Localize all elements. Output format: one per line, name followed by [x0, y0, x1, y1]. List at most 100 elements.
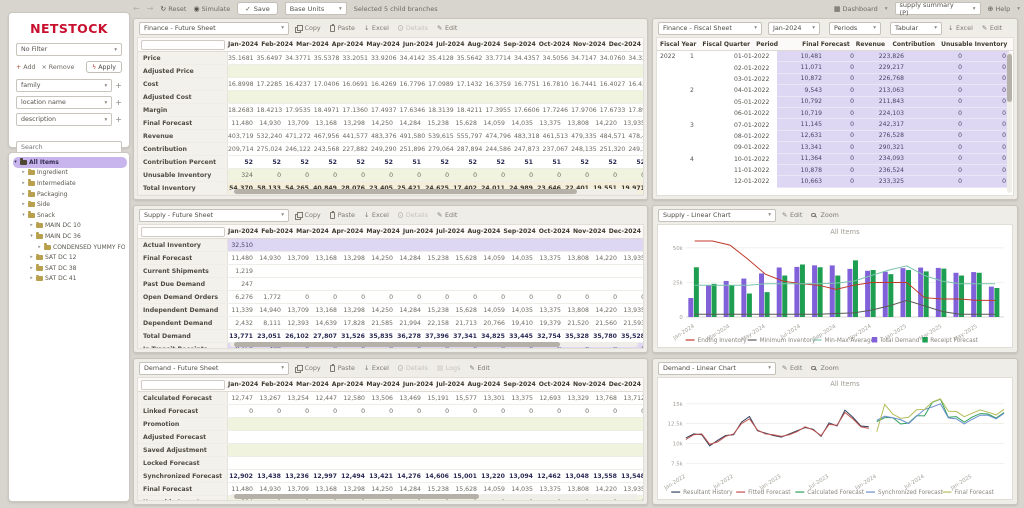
- remove-filter-button[interactable]: × Remove: [41, 64, 74, 71]
- cell[interactable]: [657, 74, 687, 85]
- cell[interactable]: 13,438: [257, 472, 281, 480]
- cell[interactable]: 14,606: [425, 472, 449, 480]
- cell[interactable]: [620, 431, 643, 443]
- cell[interactable]: 14,940: [259, 306, 281, 314]
- cell[interactable]: 35.6497: [256, 54, 283, 62]
- filter-field-description[interactable]: description ▾: [16, 113, 113, 126]
- cell[interactable]: [256, 457, 284, 469]
- cell[interactable]: 0: [557, 293, 561, 301]
- cell[interactable]: 484,571: [599, 132, 626, 140]
- cell[interactable]: 26,102: [285, 332, 309, 340]
- cell[interactable]: 13,094: [509, 472, 533, 480]
- cell[interactable]: 0: [825, 164, 857, 177]
- cell[interactable]: 0: [585, 293, 589, 301]
- cell[interactable]: 0: [340, 169, 368, 181]
- cell[interactable]: 14,276: [397, 472, 421, 480]
- cell[interactable]: 37,341: [453, 332, 477, 340]
- cell[interactable]: 13,298: [343, 254, 365, 262]
- cell[interactable]: 324: [228, 169, 256, 181]
- cell[interactable]: [536, 265, 564, 277]
- cell[interactable]: 34,825: [481, 332, 505, 340]
- cell[interactable]: [536, 65, 564, 77]
- cell[interactable]: 12,631: [777, 130, 825, 143]
- cell[interactable]: [340, 278, 368, 290]
- cell[interactable]: 3: [690, 121, 694, 129]
- cell[interactable]: 18.3139: [428, 106, 454, 114]
- paste-button[interactable]: Paste: [329, 210, 355, 219]
- cell[interactable]: 52: [608, 158, 617, 166]
- cell[interactable]: [228, 431, 256, 443]
- cell[interactable]: [592, 91, 620, 103]
- cell[interactable]: [340, 457, 368, 469]
- cell[interactable]: 18.2683: [228, 106, 254, 114]
- save-button[interactable]: ✓ Save: [237, 2, 278, 15]
- cell[interactable]: [657, 85, 687, 96]
- cell[interactable]: [620, 444, 643, 456]
- cell[interactable]: 237,067: [542, 145, 569, 153]
- cell[interactable]: 12,693: [539, 394, 561, 402]
- cell[interactable]: 0: [333, 407, 337, 415]
- filter-field-location-name[interactable]: location name ▾: [16, 96, 113, 109]
- view-select[interactable]: supply summary (P) ▾: [894, 1, 981, 17]
- cell[interactable]: 0: [965, 96, 1009, 108]
- cell[interactable]: 209,714: [228, 145, 254, 153]
- cell[interactable]: [687, 97, 731, 108]
- scrollbar-thumb[interactable]: [234, 342, 561, 347]
- cell[interactable]: 15,628: [455, 254, 477, 262]
- cell[interactable]: 0: [305, 293, 309, 301]
- edit-button[interactable]: ✎ Edit: [982, 24, 1002, 32]
- cell[interactable]: [368, 278, 396, 290]
- cell[interactable]: 17.1360: [342, 106, 368, 114]
- cell[interactable]: 13,808: [567, 306, 589, 314]
- cell[interactable]: 14,220: [595, 254, 617, 262]
- cell[interactable]: 51: [552, 158, 561, 166]
- cell[interactable]: [657, 131, 687, 142]
- cell[interactable]: [592, 65, 620, 77]
- cell[interactable]: 13,298: [343, 119, 365, 127]
- cell[interactable]: 0: [508, 169, 536, 181]
- cell[interactable]: 17.8945: [628, 106, 643, 114]
- cell[interactable]: 16.7796: [399, 80, 426, 88]
- cell[interactable]: 244,586: [485, 145, 511, 153]
- cell[interactable]: 52: [356, 158, 365, 166]
- cell[interactable]: [536, 91, 564, 103]
- cell[interactable]: 08-01-2022: [734, 132, 770, 140]
- cell[interactable]: [687, 131, 731, 142]
- cell[interactable]: 34.3771: [285, 54, 311, 62]
- cell[interactable]: 0: [445, 293, 449, 301]
- cell[interactable]: [480, 457, 508, 469]
- cell[interactable]: [424, 444, 452, 456]
- cell[interactable]: 532,240: [256, 132, 283, 140]
- cell[interactable]: 52: [440, 158, 449, 166]
- cell[interactable]: 14,035: [511, 485, 533, 493]
- filter-select[interactable]: No Filter ▾: [16, 43, 122, 56]
- cell[interactable]: 14,250: [371, 485, 393, 493]
- cell[interactable]: 0: [536, 169, 564, 181]
- cell[interactable]: 17.0406: [313, 80, 340, 88]
- add-field-button[interactable]: +: [115, 115, 122, 124]
- cell[interactable]: 0: [564, 169, 592, 181]
- chevron-right-icon[interactable]: ▸: [30, 255, 33, 261]
- cell[interactable]: 13,168: [315, 119, 337, 127]
- cell[interactable]: 10,481: [777, 51, 825, 63]
- cell[interactable]: 10-01-2022: [734, 155, 770, 163]
- cell[interactable]: [256, 65, 284, 77]
- cell[interactable]: 35,328: [565, 332, 589, 340]
- cell[interactable]: 14,220: [595, 485, 617, 493]
- cell[interactable]: 21,713: [455, 319, 477, 327]
- cell[interactable]: 13,236: [285, 472, 309, 480]
- cell[interactable]: [424, 431, 452, 443]
- sidebar-item-condensed-yummy-food-6-[interactable]: ▸ CONDENSED YUMMY FOOD - 6#: [37, 242, 127, 253]
- cell[interactable]: 14,639: [315, 319, 337, 327]
- cell[interactable]: 15,628: [455, 119, 477, 127]
- cell[interactable]: [284, 444, 312, 456]
- cell[interactable]: [508, 418, 536, 430]
- cell[interactable]: 14,059: [483, 485, 505, 493]
- cell[interactable]: 14,059: [483, 254, 505, 262]
- cell[interactable]: [368, 239, 396, 251]
- cell[interactable]: 05-01-2022: [734, 98, 770, 106]
- cell[interactable]: [536, 457, 564, 469]
- cell[interactable]: [452, 444, 480, 456]
- cell[interactable]: 0: [825, 107, 857, 120]
- cell[interactable]: [687, 62, 731, 73]
